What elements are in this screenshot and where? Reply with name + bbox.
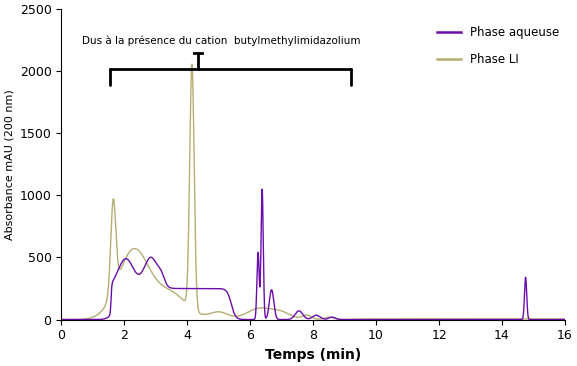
Phase aqueuse	[434, 317, 441, 322]
Phase aqueuse	[472, 317, 479, 322]
Legend: Phase aqueuse, Phase LI: Phase aqueuse, Phase LI	[432, 21, 564, 71]
Phase aqueuse	[258, 187, 265, 191]
Phase aqueuse	[385, 317, 392, 322]
Phase LI	[385, 317, 392, 321]
Phase aqueuse	[561, 317, 568, 322]
Text: Dus à la présence du cation  butylmethylimidazolium: Dus à la présence du cation butylmethyli…	[82, 35, 360, 46]
Phase LI	[434, 317, 441, 321]
Phase aqueuse	[149, 256, 156, 261]
Phase LI	[58, 317, 65, 322]
Phase LI	[561, 317, 568, 321]
Phase aqueuse	[360, 317, 367, 322]
Line: Phase aqueuse: Phase aqueuse	[61, 189, 565, 320]
Phase LI	[250, 307, 257, 311]
Phase LI	[149, 272, 156, 276]
Phase aqueuse	[58, 317, 65, 322]
Phase LI	[360, 317, 367, 321]
Y-axis label: Absorbance mAU (200 nm): Absorbance mAU (200 nm)	[4, 89, 14, 240]
Phase LI	[189, 62, 196, 66]
X-axis label: Temps (min): Temps (min)	[265, 348, 361, 362]
Line: Phase LI: Phase LI	[61, 64, 565, 320]
Phase aqueuse	[250, 317, 257, 322]
Phase LI	[472, 317, 479, 321]
Phase aqueuse	[459, 317, 466, 322]
